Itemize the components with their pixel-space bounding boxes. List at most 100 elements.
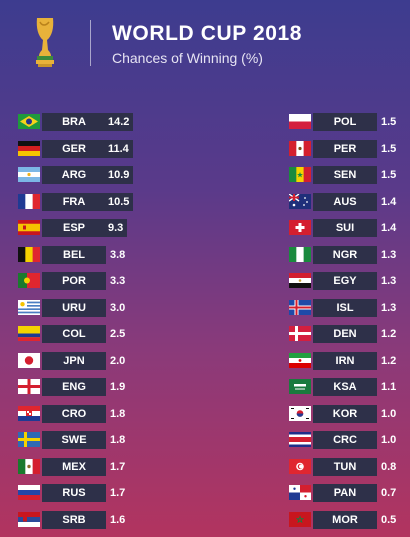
country-code-bar (313, 219, 377, 237)
country-code-bar (313, 457, 377, 476)
country-code: PAN (333, 487, 357, 499)
table-row: IRN 1.2 (289, 351, 399, 370)
table-row: SUI 1.4 (289, 219, 399, 237)
brazil-flag-icon (18, 114, 40, 129)
country-code: ENG (62, 381, 86, 393)
win-chance-value: 1.9 (110, 381, 126, 393)
country-code-bar (42, 404, 106, 423)
win-chance-value: 11.4 (106, 139, 133, 158)
england-flag-icon (18, 379, 40, 394)
country-code-bar (313, 192, 377, 211)
country-code: KSA (333, 381, 357, 393)
win-chance-value: 0.5 (381, 513, 397, 526)
country-code-bar (313, 378, 377, 396)
country-code: CRO (61, 407, 87, 420)
header-divider (90, 20, 91, 66)
germany-flag-icon (18, 140, 40, 156)
peru-flag-icon (289, 140, 311, 156)
win-chance-value: 0.8 (381, 460, 397, 473)
win-chance-value: 1.3 (381, 275, 397, 287)
country-code-bar (313, 166, 377, 184)
country-code: SEN (333, 169, 357, 181)
uruguay-flag-icon (18, 299, 40, 315)
win-chance-value: 0.7 (381, 487, 397, 499)
table-row: PER 1.5 (289, 139, 399, 158)
country-code: CRC (333, 434, 357, 446)
country-code: ARG (61, 169, 87, 181)
win-chance-value: 14.2 (106, 113, 134, 131)
win-chance-value: 1.8 (110, 434, 126, 446)
country-code: POR (62, 275, 86, 287)
country-code: URU (62, 301, 86, 314)
argentina-flag-icon (18, 167, 40, 182)
country-code-bar (42, 298, 106, 317)
win-chance-value: 1.1 (381, 381, 397, 393)
portugal-flag-icon (18, 273, 40, 288)
table-row: JPN 2.0 (18, 351, 128, 370)
win-chance-value: 1.0 (381, 407, 397, 420)
australia-flag-icon (289, 193, 311, 209)
table-row: POR 3.3 (18, 272, 128, 290)
country-code: SWE (61, 434, 87, 446)
table-row: ENG 1.9 (18, 378, 128, 396)
saudi-arabia-flag-icon (289, 379, 311, 394)
win-chance-value: 1.8 (110, 407, 126, 420)
country-code: MEX (62, 460, 86, 473)
russia-flag-icon (18, 485, 40, 500)
win-chance-value: 1.5 (381, 116, 397, 128)
country-code: SRB (62, 513, 86, 526)
table-row: SRB 1.6 (18, 510, 128, 529)
table-row: PAN 0.7 (289, 484, 399, 502)
country-code: KOR (332, 407, 358, 420)
country-code-bar (42, 245, 106, 264)
country-code: GER (62, 142, 86, 155)
denmark-flag-icon (289, 326, 311, 341)
country-code-bar (42, 272, 106, 290)
tunisia-flag-icon (289, 458, 311, 474)
header: WORLD CUP 2018 Chances of Winning (%) (0, 0, 410, 80)
country-code: POL (333, 116, 357, 128)
country-code-bar (313, 404, 377, 423)
win-chance-value: 1.2 (381, 328, 397, 340)
table-row: POL 1.5 (289, 113, 399, 131)
country-code-bar (313, 113, 377, 131)
country-code-bar (42, 431, 106, 449)
sweden-flag-icon (18, 432, 40, 447)
table-row: RUS 1.7 (18, 484, 128, 502)
win-chance-value: 3.3 (110, 275, 126, 287)
morocco-flag-icon (289, 511, 311, 527)
country-code-bar (42, 139, 106, 158)
spain-flag-icon (18, 220, 40, 235)
win-chance-value: 1.3 (381, 248, 397, 261)
south-korea-flag-icon (289, 405, 311, 421)
costa-rica-flag-icon (289, 432, 311, 447)
country-code: BEL (63, 248, 85, 261)
france-flag-icon (18, 193, 40, 209)
serbia-flag-icon (18, 511, 40, 527)
belgium-flag-icon (18, 246, 40, 262)
table-row: KSA 1.1 (289, 378, 399, 396)
country-code: MOR (332, 513, 358, 526)
table-row: NGR 1.3 (289, 245, 399, 264)
country-code-bar (313, 325, 377, 343)
country-code-bar (313, 245, 377, 264)
country-code: PER (333, 142, 357, 155)
croatia-flag-icon (18, 405, 40, 421)
country-code-bar (42, 325, 106, 343)
country-code-bar (42, 351, 106, 370)
table-row: MEX 1.7 (18, 457, 128, 476)
table-row: BEL 3.8 (18, 245, 128, 264)
win-chance-value: 1.2 (381, 354, 397, 367)
country-code: BRA (62, 116, 86, 128)
trophy-icon (36, 18, 54, 67)
win-chance-value: 1.0 (381, 434, 397, 446)
country-code: RUS (62, 487, 86, 499)
country-code-bar (42, 166, 106, 184)
country-code-bar (42, 484, 106, 502)
page-title: WORLD CUP 2018 (112, 22, 303, 45)
country-code: IRN (335, 354, 355, 367)
country-code-bar (313, 431, 377, 449)
country-code-bar (313, 510, 377, 529)
country-code-bar (313, 272, 377, 290)
country-code: AUS (333, 195, 357, 208)
